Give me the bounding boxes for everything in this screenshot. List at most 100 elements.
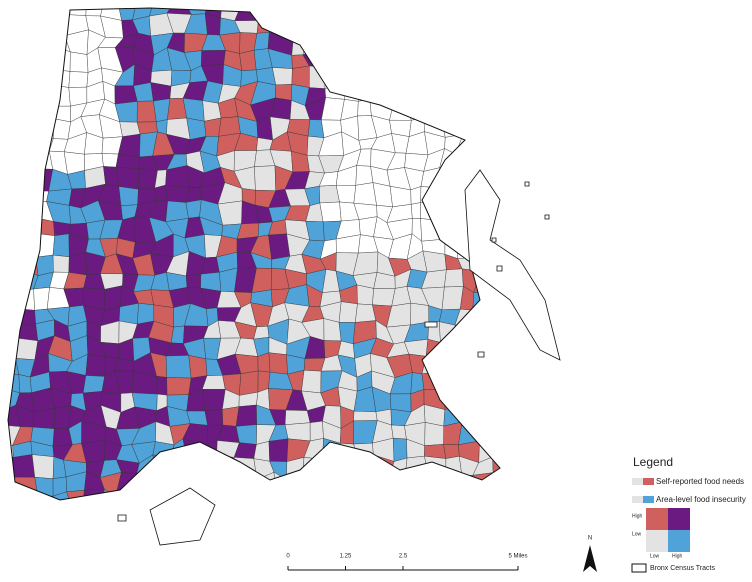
census-tract [489,303,500,323]
census-tract [507,32,531,55]
census-tract [389,64,412,84]
census-tract [506,204,526,220]
census-tract [507,388,525,409]
census-tract [389,393,412,413]
census-tract [523,100,545,122]
census-tract [439,167,462,189]
matrix-x-label: High [672,553,683,559]
census-tract [52,510,72,529]
census-tract [476,338,496,362]
census-tract [528,426,547,444]
census-tract [320,506,343,531]
census-tract [508,0,528,19]
census-tract [69,8,87,16]
census-tract [152,478,171,496]
census-tract [338,64,360,83]
census-tract [52,233,70,258]
census-tract [455,342,480,362]
census-tract [337,489,361,500]
census-tract [390,506,411,531]
census-tract [491,373,500,390]
census-tract [268,524,294,546]
census-tract [357,65,378,90]
census-tract [472,292,495,311]
census-tract [132,526,156,543]
census-tract [490,321,500,340]
census-tract [185,199,202,219]
census-tract [253,441,270,462]
census-tract [424,422,444,446]
census-tract [389,186,412,208]
census-tract [156,376,168,396]
census-tract [523,186,544,204]
census-tract [219,491,237,500]
census-tract [18,374,32,394]
census-tract [392,437,408,462]
census-tract [53,528,71,548]
census-tract [203,455,224,479]
census-tract [424,455,447,474]
census-tract [491,387,500,412]
census-tract [510,150,528,169]
census-tract [437,63,459,84]
census-tract [324,81,345,100]
census-tract [489,53,500,71]
census-tract [138,168,158,190]
census-tract [454,324,481,344]
census-tract [507,354,524,376]
census-tract [510,459,531,478]
census-tract [118,303,139,325]
census-tract [302,31,328,56]
census-tract [239,370,259,396]
census-tract [54,405,72,429]
census-tract [523,354,543,376]
census-tract [525,15,546,34]
census-tract [523,490,544,513]
census-tract [404,455,429,479]
census-tract [526,217,546,242]
scale-label: 1.25 [340,554,352,560]
census-tract [288,530,306,542]
census-tract [473,358,496,375]
census-tract [391,424,407,440]
census-tract [47,14,71,39]
census-tract [52,254,70,273]
census-tract [492,456,500,479]
census-tract [236,490,255,500]
census-tract [438,525,457,547]
census-tract [115,523,133,544]
census-tract [14,8,37,19]
census-tract [216,455,237,479]
census-tract [490,408,500,428]
census-tract [186,458,206,477]
census-tract [8,115,21,134]
census-tract [371,30,392,53]
scale-label: 5 Miles [508,554,527,560]
census-tract [438,488,463,500]
census-tract [523,390,545,410]
census-tract [354,525,376,545]
census-tract [32,190,49,202]
census-tracts [8,0,547,548]
census-tract [133,82,154,102]
census-tract [12,233,39,258]
census-tract [337,30,358,53]
census-tract [410,494,430,500]
north-label: N [588,536,592,542]
census-tract [423,99,442,118]
census-tract [393,80,406,106]
census-tract [506,218,526,242]
census-tract [353,182,377,206]
census-tract [268,233,291,260]
census-tract [491,339,500,360]
legend-item-label: Area-level food insecurity [656,495,746,504]
census-tract [410,186,422,205]
census-tract [51,105,71,123]
census-tract [507,524,525,545]
census-tract [20,524,37,548]
census-tract [318,8,343,15]
census-tract [338,506,358,531]
census-tract [461,488,474,500]
census-tract [437,20,462,35]
census-tract [411,506,429,530]
